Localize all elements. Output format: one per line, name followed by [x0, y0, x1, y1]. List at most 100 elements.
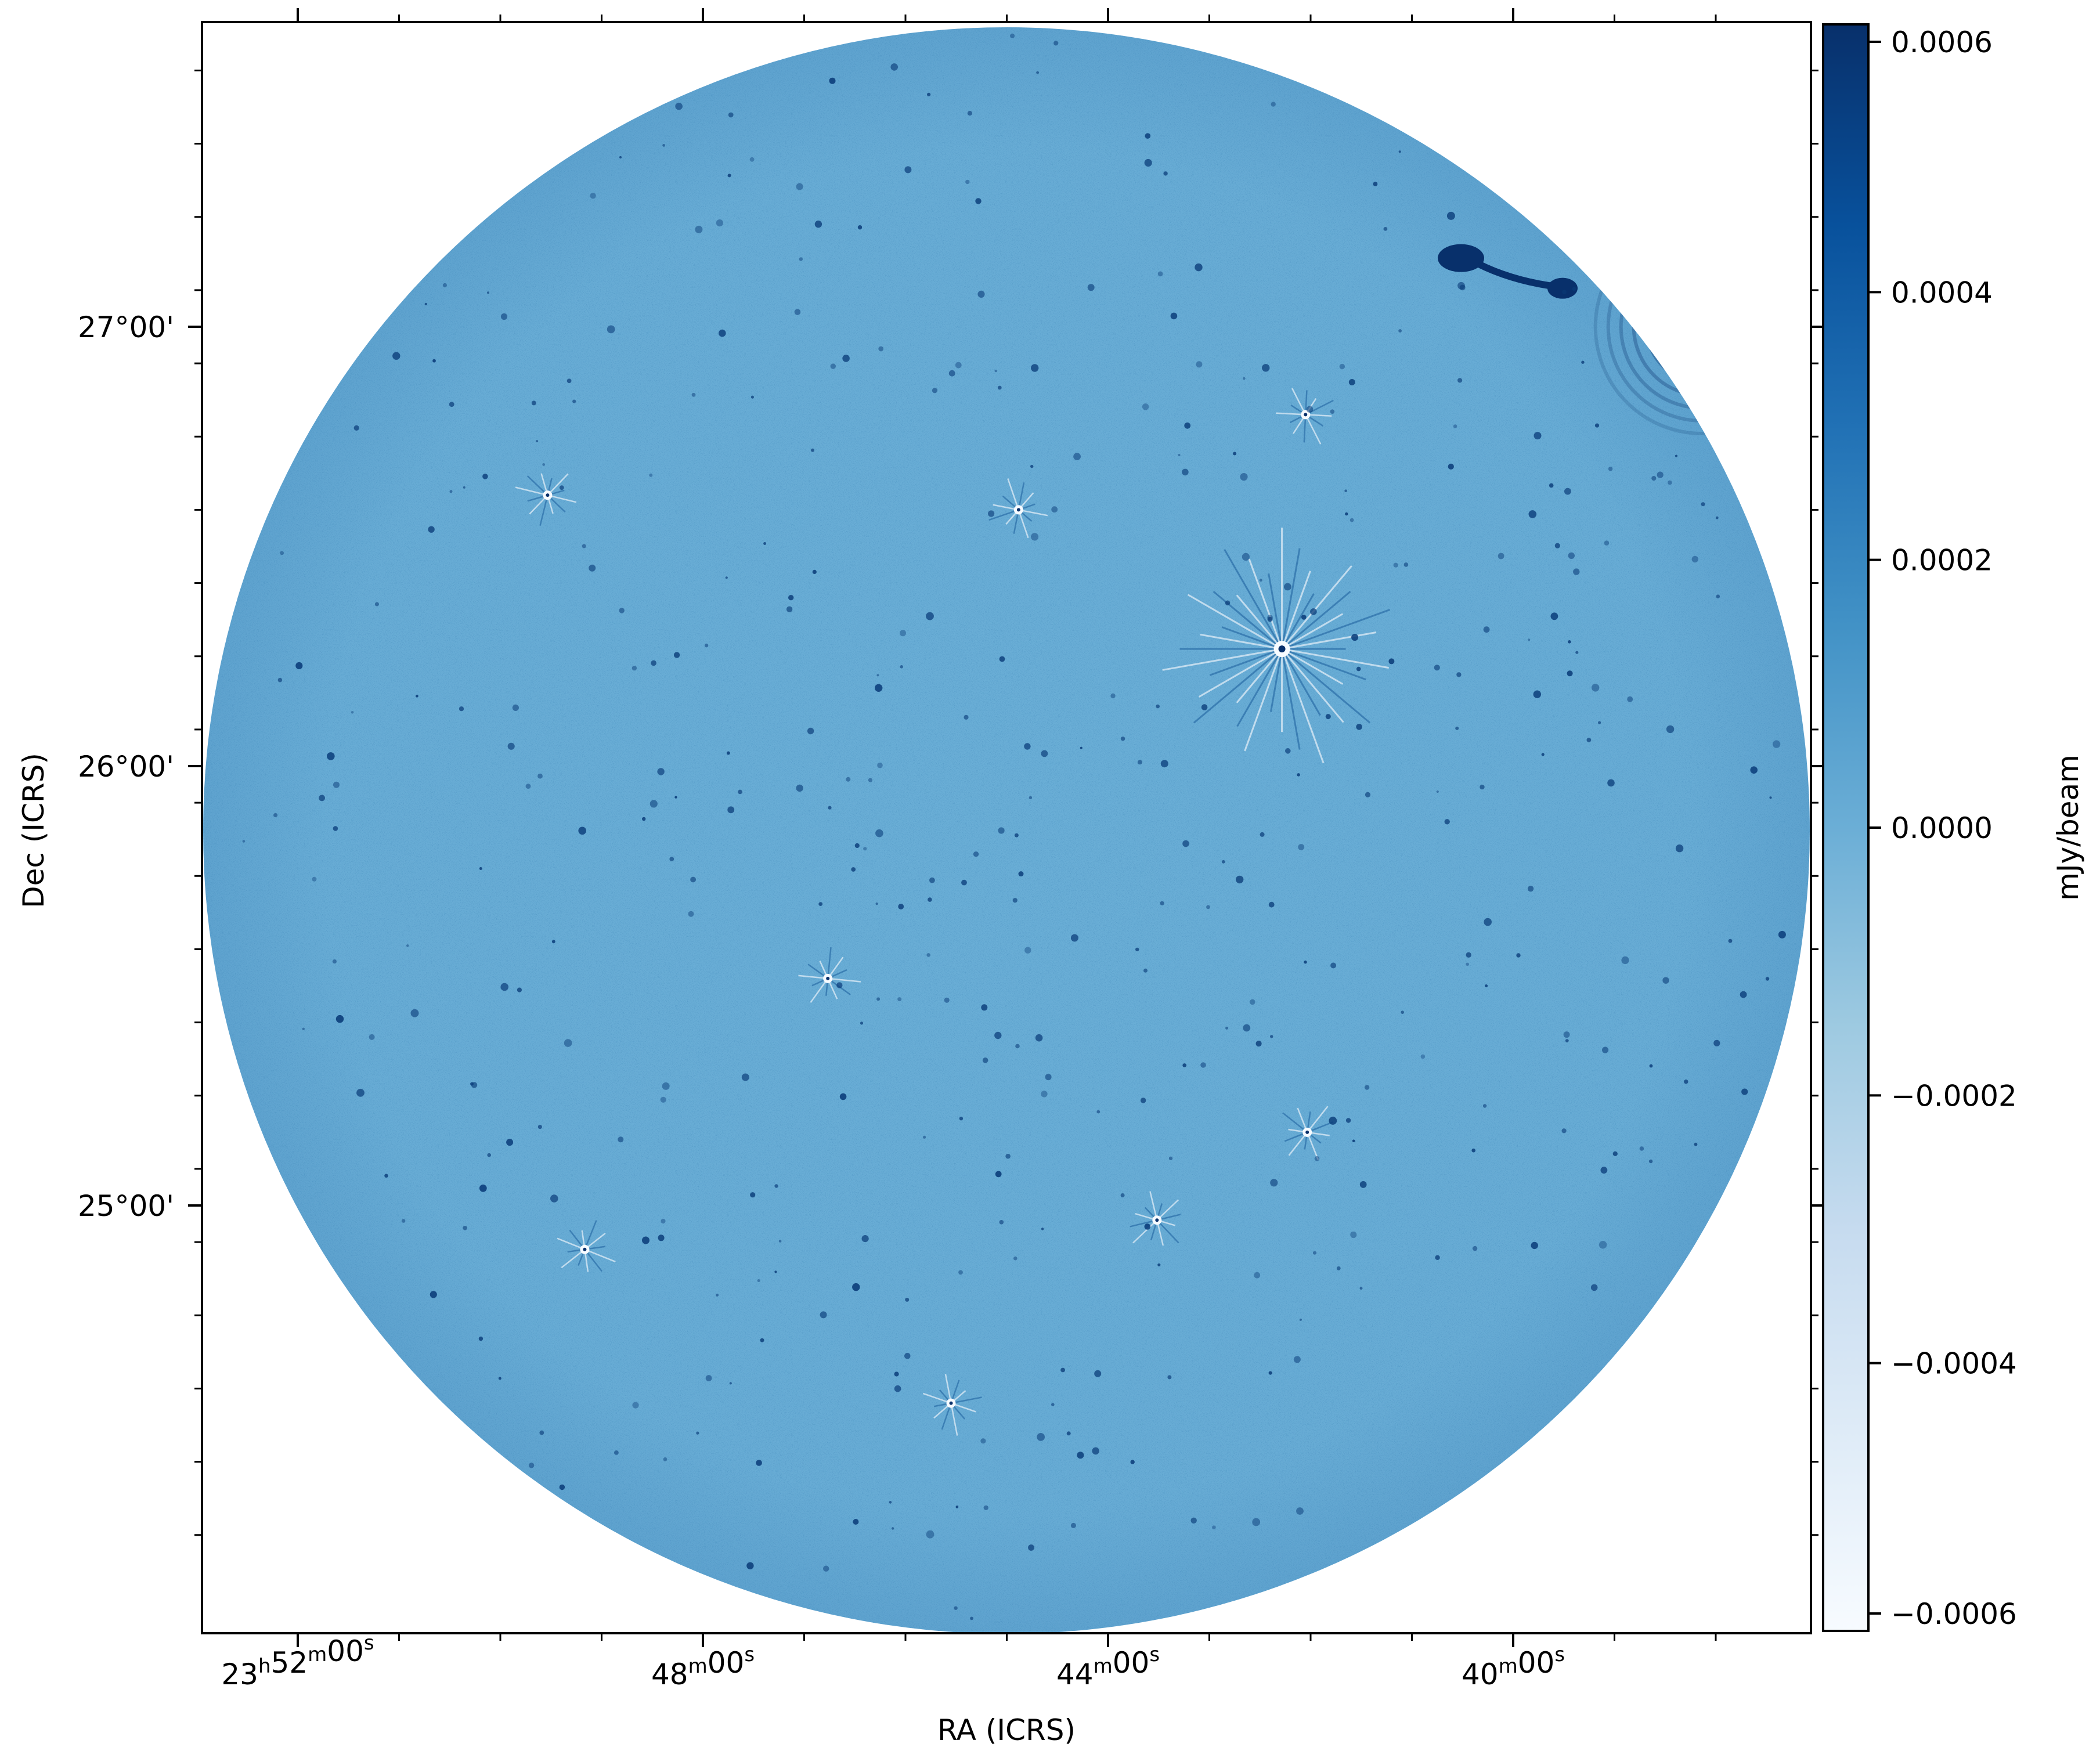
faint-source — [875, 829, 883, 838]
faint-source — [539, 1430, 544, 1435]
faint-source — [1013, 1256, 1017, 1261]
faint-source — [424, 302, 427, 306]
faint-source — [1765, 977, 1770, 981]
faint-source — [1306, 406, 1314, 413]
faint-source — [1267, 616, 1273, 622]
faint-source — [861, 1235, 869, 1243]
faint-source — [410, 1009, 419, 1017]
faint-source — [632, 1402, 639, 1409]
faint-source — [696, 1431, 699, 1435]
faint-source — [479, 867, 482, 870]
sidelobe-spike — [922, 1392, 951, 1404]
faint-source — [1070, 1522, 1076, 1528]
faint-source — [319, 795, 325, 802]
faint-source — [983, 1505, 988, 1510]
faint-source — [537, 773, 543, 779]
faint-source — [997, 385, 1002, 390]
faint-source — [1178, 453, 1181, 457]
faint-source — [567, 378, 572, 384]
faint-source — [1648, 1159, 1653, 1164]
source-peak — [826, 976, 830, 980]
faint-source — [1066, 1431, 1071, 1436]
faint-source — [1201, 704, 1208, 710]
faint-source — [1398, 150, 1401, 153]
faint-source — [500, 983, 508, 991]
faint-source — [995, 1171, 1002, 1178]
faint-source — [1296, 1507, 1304, 1515]
faint-source — [312, 876, 317, 882]
faint-source — [778, 1240, 782, 1243]
faint-source — [1200, 1062, 1206, 1068]
faint-source — [1041, 750, 1048, 757]
faint-source — [1388, 658, 1395, 665]
sidelobe-spike — [1307, 1132, 1319, 1160]
faint-source — [1621, 956, 1629, 964]
y-tick-label: 25°00' — [78, 1189, 174, 1223]
faint-source — [1772, 740, 1781, 748]
faint-source — [854, 843, 860, 849]
source-lobe — [1547, 277, 1578, 299]
faint-source — [335, 1015, 344, 1023]
faint-source — [1262, 364, 1270, 372]
faint-source — [1356, 724, 1362, 730]
faint-source — [1137, 760, 1142, 765]
faint-source — [852, 1283, 860, 1291]
faint-source — [1639, 1146, 1644, 1151]
faint-source — [369, 1034, 375, 1040]
sidelobe-spike — [557, 1237, 585, 1250]
faint-source — [1668, 480, 1672, 485]
sidelobe-spike — [798, 974, 828, 980]
faint-source — [1600, 1167, 1608, 1174]
faint-source — [1157, 271, 1163, 277]
faint-source — [796, 183, 803, 190]
faint-source — [1284, 583, 1291, 591]
faint-source — [607, 325, 615, 334]
colorbar-tick-label: 0.0006 — [1891, 26, 1993, 59]
faint-source — [1352, 1139, 1355, 1143]
faint-source — [1240, 473, 1248, 481]
faint-source — [650, 800, 658, 808]
faint-source — [1206, 905, 1210, 909]
faint-source — [749, 157, 755, 162]
faint-source — [1041, 1228, 1044, 1230]
faint-source — [1053, 41, 1059, 46]
faint-source — [401, 1219, 406, 1223]
faint-source — [1293, 1356, 1301, 1363]
sidelobe-spike — [1017, 510, 1029, 539]
sidelobe-spike — [1281, 648, 1301, 750]
faint-source — [716, 219, 723, 227]
faint-source — [642, 1236, 650, 1244]
faint-source — [1301, 615, 1307, 620]
faint-source — [900, 665, 903, 669]
faint-source — [977, 290, 985, 298]
faint-source — [675, 102, 683, 110]
faint-source — [430, 1291, 437, 1298]
faint-source — [1077, 1452, 1084, 1459]
faint-source — [1581, 360, 1585, 364]
faint-source — [442, 283, 448, 288]
faint-source — [1051, 1403, 1055, 1406]
faint-source — [449, 490, 453, 493]
faint-source — [727, 174, 731, 178]
radio-source — [1438, 244, 1578, 299]
colorbar-tick-label: −0.0006 — [1891, 1597, 2017, 1631]
faint-source — [1527, 886, 1534, 892]
faint-source — [1344, 489, 1347, 492]
faint-source — [1608, 467, 1613, 471]
source-peak — [1305, 1130, 1309, 1134]
faint-source — [948, 370, 955, 377]
faint-source — [954, 1606, 958, 1610]
colorbar-tick-label: 0.0000 — [1891, 811, 1993, 845]
faint-source — [1728, 938, 1733, 943]
faint-source — [1750, 766, 1758, 774]
faint-source — [1444, 819, 1450, 825]
faint-source — [1350, 1231, 1357, 1239]
faint-source — [928, 897, 932, 902]
faint-source — [905, 1297, 910, 1302]
faint-source — [965, 179, 970, 185]
faint-source — [1350, 518, 1354, 522]
faint-source — [1590, 1284, 1598, 1291]
faint-source — [1657, 471, 1664, 478]
faint-source — [1533, 690, 1541, 698]
sidelobe-spike — [1156, 1219, 1179, 1244]
